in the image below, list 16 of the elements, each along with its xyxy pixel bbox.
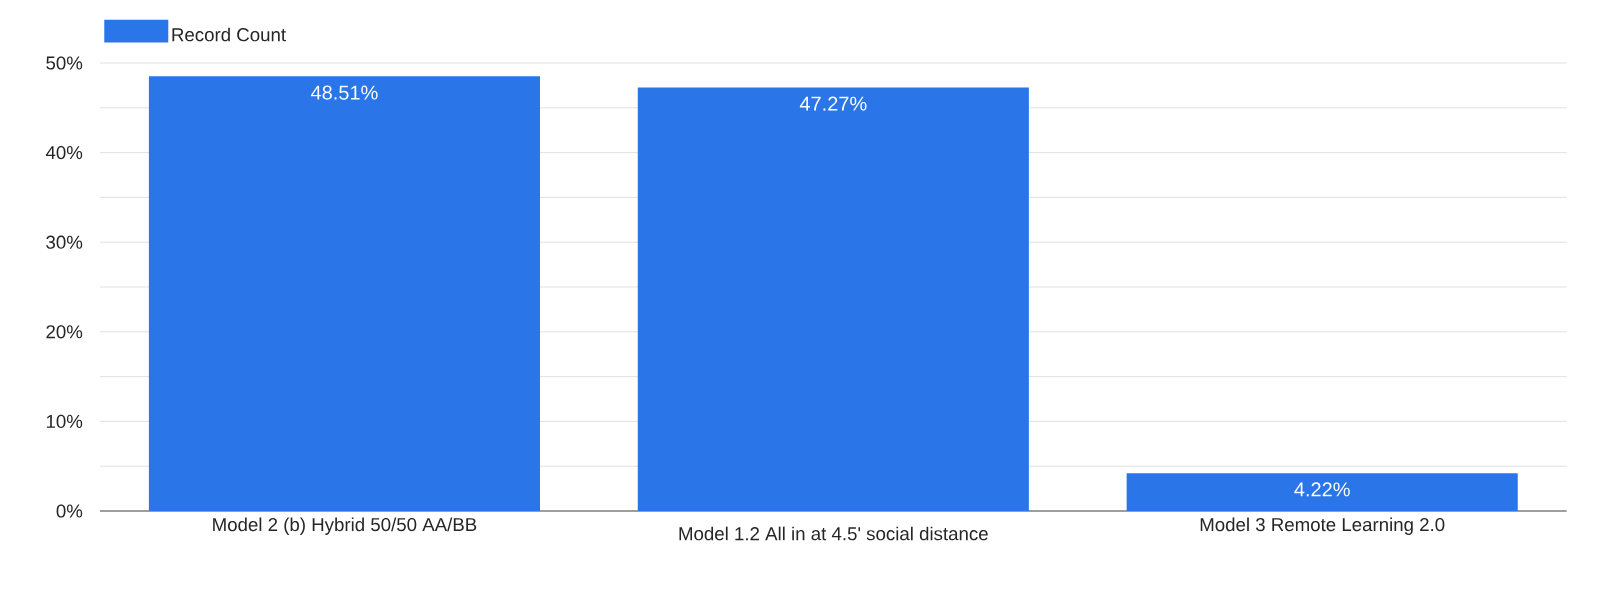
bar <box>637 87 1029 511</box>
bar <box>1126 473 1518 511</box>
x-tick-label: Model 2 (b) Hybrid 50/50 AA/BB <box>213 517 477 535</box>
y-tick-label: 50% <box>46 56 83 70</box>
y-tick-label: 40% <box>45 145 83 160</box>
bar <box>148 76 540 511</box>
x-tick-label: Model 3 Remote Learning 2.0 <box>1200 517 1445 535</box>
y-tick-label: 10% <box>46 414 83 429</box>
legend-label: Record Count <box>172 27 286 42</box>
y-tick-label: 0% <box>56 504 83 518</box>
data-label: 47.27% <box>799 96 867 111</box>
y-tick-label: 20% <box>46 325 83 339</box>
y-tick-label: 30% <box>46 235 83 249</box>
data-label: 48.51% <box>310 85 378 100</box>
x-tick-label: Model 1.2 All in at 4.5' social distance <box>679 526 988 541</box>
data-label: 4.22% <box>1294 482 1350 497</box>
